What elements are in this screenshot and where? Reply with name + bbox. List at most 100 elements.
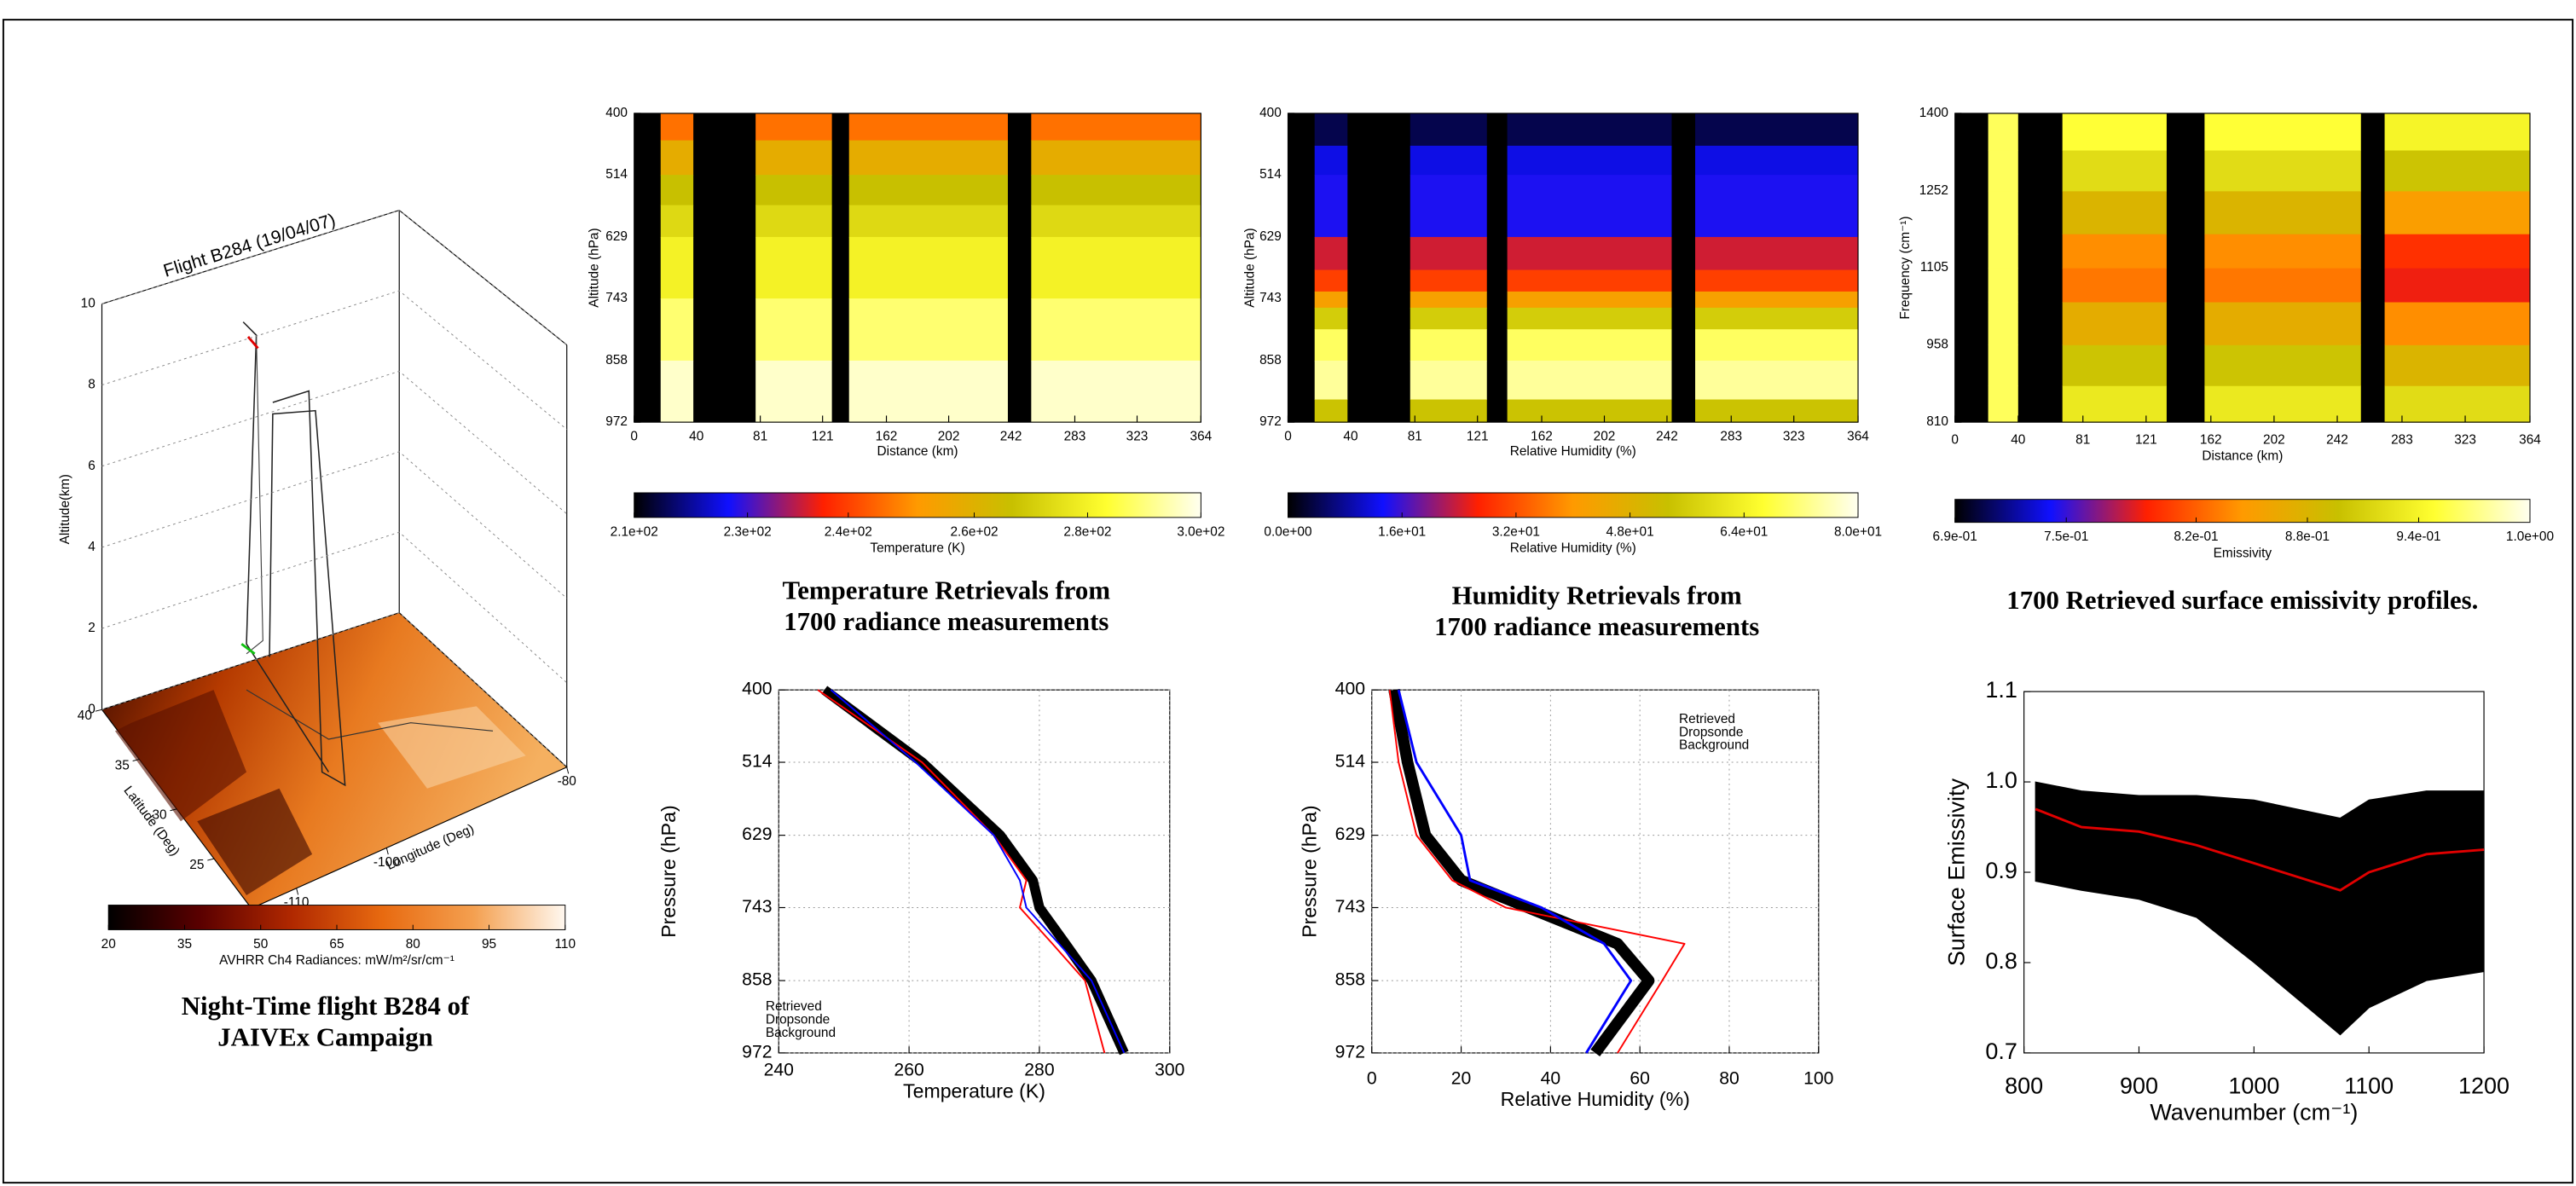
heatmap-cell (755, 205, 832, 238)
plot-frame (1371, 689, 1820, 1054)
colorbar-tick-label: 2.6e+02 (950, 524, 998, 539)
y-tick-label: 972 (742, 1043, 772, 1062)
x-tick-label: 364 (2519, 432, 2541, 447)
map-patch (114, 690, 247, 822)
heatmap-cell (1314, 307, 1348, 330)
z-tick-label: 4 (88, 540, 96, 554)
heatmap-cell (1695, 329, 1859, 362)
heatmap-cell (2062, 268, 2167, 303)
heatmap-cell (848, 175, 1008, 206)
x-tick-label: 121 (2135, 432, 2157, 447)
heatmap-cell (755, 113, 832, 142)
heatmap-cell (1988, 190, 2018, 234)
y-tick-label: 629 (1259, 229, 1282, 244)
caption: Night-Time flight B284 of (182, 992, 470, 1021)
heatmap-cell (660, 113, 694, 142)
x-tick-label: 1200 (2458, 1073, 2509, 1099)
x-tick (566, 767, 570, 774)
x-tick-label: 202 (938, 430, 960, 444)
z-tick-label: 6 (88, 459, 96, 473)
x-axis-label: Wavenumber (cm⁻¹) (2150, 1099, 2358, 1125)
heatmap-cell (1031, 205, 1201, 238)
heatmap-cell (660, 360, 694, 423)
y-tick-label: 958 (1926, 337, 1948, 351)
heatmap-cell (660, 298, 694, 362)
y-tick-label: 858 (605, 353, 628, 367)
x-tick-label: -100 (373, 855, 400, 870)
x-tick-label: 323 (1126, 430, 1149, 444)
heatmap-cell (1988, 268, 2018, 303)
y-tick-label: 400 (742, 680, 772, 699)
heatmap-cell (1031, 236, 1201, 299)
colorbar-tick-label: 9.4e-01 (2396, 529, 2440, 544)
legend-entry: Background (1679, 738, 1749, 753)
heatmap-cell (1410, 329, 1487, 362)
colorbar-tick-label: 110 (555, 937, 576, 952)
x-tick-label: 81 (2075, 432, 2090, 447)
colorbar-tick-label: 2.4e+02 (825, 524, 872, 539)
z-tick-label: 0 (88, 702, 96, 716)
heatmap-cell (1695, 145, 1859, 176)
heatmap-cell (848, 236, 1008, 299)
colorbar-tick-label: 7.5e-01 (2044, 529, 2088, 544)
x-tick-label: 283 (1720, 430, 1742, 444)
heatmap-cell (2204, 268, 2361, 303)
heatmap-cell (1507, 291, 1672, 309)
y-axis-label: Pressure (hPa) (657, 805, 680, 937)
grid-line (101, 612, 568, 768)
heatmap-cell (1507, 269, 1672, 292)
x-tick-label: 100 (1803, 1068, 1833, 1088)
y-tick-label: 743 (742, 897, 772, 917)
grid-line (101, 290, 568, 430)
colorbar-tick-label: 4.8e+01 (1606, 524, 1654, 539)
x-tick-label: 240 (764, 1061, 794, 1080)
heatmap-cell (660, 205, 694, 238)
y-axis-label: Altitude (hPa) (1242, 228, 1257, 307)
heatmap-cell (660, 175, 694, 206)
heatmap-cell (2062, 190, 2167, 234)
colorbar-tick-label: 2.1e+02 (611, 524, 658, 539)
x-tick (296, 888, 299, 895)
y-tick-label: 40 (78, 709, 92, 723)
heatmap-cell (1695, 175, 1859, 238)
heatmap-cell (1031, 113, 1201, 142)
track (246, 335, 263, 655)
heatmap-cell (1410, 236, 1487, 271)
heatmap-cell (1410, 307, 1487, 330)
profile-line (1397, 689, 1633, 1054)
colorbar-tick-label: 6.4e+01 (1720, 524, 1768, 539)
colorbar-label: Relative Humidity (%) (1510, 541, 1636, 556)
heatmap-cell (2384, 234, 2531, 269)
heatmap-cell (1695, 307, 1859, 330)
heatmap-cell (2062, 149, 2167, 192)
heatmap-cell (1314, 236, 1348, 271)
caption: JAIVEx Campaign (217, 1023, 433, 1052)
heatmap-cell (660, 236, 694, 299)
y-tick-label: 629 (605, 229, 628, 244)
x-tick-label: 1000 (2228, 1073, 2279, 1099)
colorbar-tick-label: 2.8e+02 (1063, 524, 1111, 539)
heatmap-cell (1507, 329, 1672, 362)
x-tick-label: 242 (2326, 432, 2348, 447)
y-tick-label: 514 (1259, 167, 1282, 182)
colorbar-tick-label: 8.2e-01 (2174, 529, 2218, 544)
heatmap-cell (1314, 360, 1348, 401)
y-tick-label: 858 (1335, 970, 1365, 990)
heatmap-cell (1314, 291, 1348, 309)
y-tick-label: 0.7 (1985, 1038, 2017, 1064)
heatmap-cell (1507, 145, 1672, 176)
x-tick-label: 60 (1630, 1068, 1650, 1088)
heatmap-cell (1410, 145, 1487, 176)
y-tick (170, 808, 177, 812)
caption: Humidity Retrievals from (1452, 581, 1742, 610)
x-tick-label: 364 (1190, 430, 1213, 444)
colorbar (1954, 499, 2531, 524)
colorbar (634, 492, 1201, 518)
y-tick-label: 0.8 (1985, 948, 2017, 974)
y-tick-label: 743 (605, 291, 628, 305)
heatmap-cell (848, 298, 1008, 362)
grid-line (101, 210, 568, 345)
y-tick-label: 629 (1335, 824, 1365, 844)
y-tick-label: 743 (1335, 897, 1365, 917)
